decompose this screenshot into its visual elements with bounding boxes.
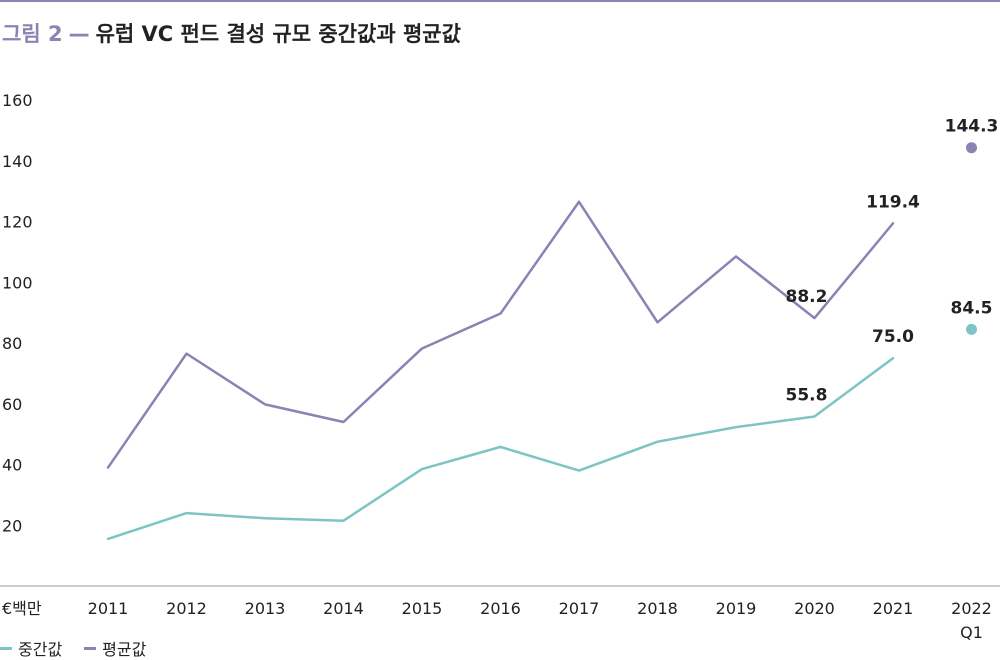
data-label-median: 84.5: [951, 298, 993, 318]
data-label-median: 55.8: [786, 386, 828, 406]
x-tick-label: 2013: [245, 599, 286, 618]
data-label-mean: 119.4: [866, 192, 920, 212]
y-tick-label: 120: [2, 213, 33, 232]
legend-label-mean: 평균값: [102, 640, 147, 659]
legend-item-mean: 평균값: [84, 636, 146, 660]
series-point-mean: [966, 142, 977, 154]
chart-title: 유럽 VC 펀드 결성 규모 중간값과 평균값: [95, 22, 461, 46]
top-rule: [0, 0, 1000, 2]
figure-label: 그림 2: [2, 22, 63, 46]
y-axis-unit-label: €백만: [2, 599, 42, 618]
series-point-median: [966, 323, 977, 335]
y-tick-label: 80: [2, 334, 22, 353]
y-tick-label: 20: [2, 516, 22, 535]
data-label-median: 75.0: [872, 327, 914, 347]
title-separator: —: [68, 22, 90, 46]
series-line-median: [106, 356, 895, 541]
legend-label-median: 중간값: [18, 640, 63, 659]
x-tick-label: 2022: [951, 599, 992, 618]
y-tick-label: 140: [2, 152, 33, 171]
x-tick-label: 2019: [716, 599, 757, 618]
series-line-mean: [106, 200, 895, 469]
y-tick-label: 40: [2, 456, 22, 475]
x-tick-label: 2018: [637, 599, 678, 618]
figure-title: 그림 2— 유럽 VC 펀드 결성 규모 중간값과 평균값: [2, 18, 461, 48]
x-tick-label: 2021: [873, 599, 914, 618]
x-tick-label: 2011: [88, 599, 129, 618]
y-tick-label: 160: [2, 91, 33, 110]
y-tick-label: 100: [2, 273, 33, 292]
x-tick-label: 2016: [480, 599, 521, 618]
data-label-mean: 144.3: [945, 117, 999, 137]
x-tick-label: 2017: [559, 599, 600, 618]
x-tick-label: 2014: [323, 599, 364, 618]
x-tick-label: 2015: [402, 599, 443, 618]
legend: 중간값 평균값: [0, 636, 168, 660]
data-label-mean: 88.2: [786, 287, 828, 307]
x-tick-label: 2020: [794, 599, 835, 618]
legend-swatch-median: [0, 646, 12, 650]
y-tick-label: 60: [2, 395, 22, 414]
x-tick-sublabel: Q1: [960, 623, 983, 642]
legend-item-median: 중간값: [0, 636, 62, 660]
legend-swatch-mean: [84, 646, 97, 650]
x-tick-label: 2012: [166, 599, 207, 618]
